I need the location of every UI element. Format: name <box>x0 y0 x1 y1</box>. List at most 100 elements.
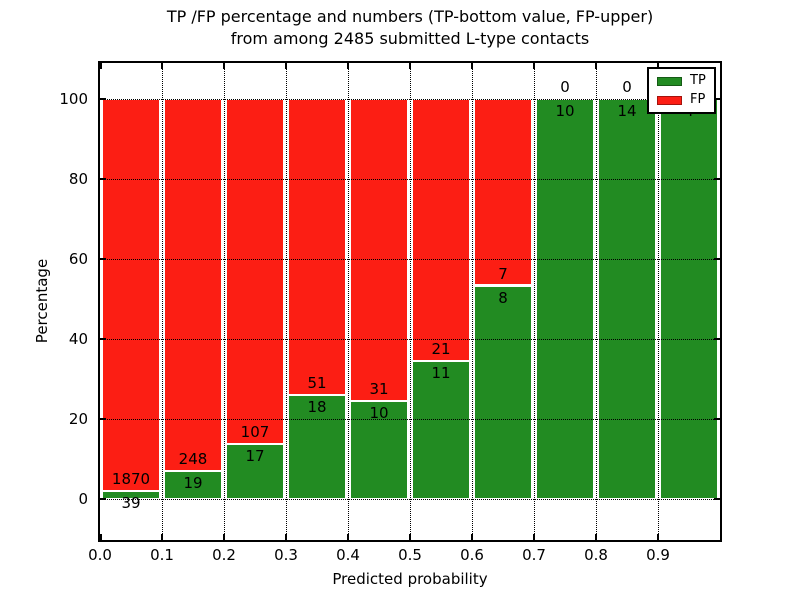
vertical-gridline <box>286 63 287 540</box>
x-tick-label: 0.5 <box>398 546 422 564</box>
tp-bar-segment <box>474 285 532 499</box>
x-tick-mark-bottom <box>285 534 287 540</box>
x-tick-mark-top <box>533 63 535 69</box>
x-tick-mark-bottom <box>223 534 225 540</box>
x-tick-label: 0.8 <box>584 546 608 564</box>
x-tick-mark-top <box>347 63 349 69</box>
x-tick-mark-top <box>409 63 411 69</box>
x-tick-mark-top <box>285 63 287 69</box>
fp-bar-segment <box>474 98 532 286</box>
x-tick-mark-bottom <box>657 534 659 540</box>
y-tick-mark-right <box>714 257 720 260</box>
tp-count-label: 39 <box>121 493 141 512</box>
y-tick-mark-left <box>100 257 106 260</box>
x-tick-mark-bottom <box>161 534 163 540</box>
vertical-gridline <box>224 63 225 540</box>
tp-count-label: 17 <box>245 447 265 466</box>
x-tick-label: 0.1 <box>150 546 174 564</box>
chart-title-line1: TP /FP percentage and numbers (TP-bottom… <box>166 7 654 26</box>
vertical-gridline <box>534 63 535 540</box>
fp-bar-segment <box>412 98 470 362</box>
vertical-gridline <box>596 63 597 540</box>
x-tick-mark-top <box>161 63 163 69</box>
chart-title-line2: from among 2485 submitted L-type contact… <box>230 29 590 48</box>
tp-count-label: 14 <box>617 101 637 120</box>
fp-count-label: 31 <box>369 380 389 399</box>
y-tick-mark-left <box>100 417 106 420</box>
fp-count-label: 0 <box>560 77 570 96</box>
x-tick-label: 0.2 <box>212 546 236 564</box>
fp-legend-swatch <box>657 95 682 105</box>
x-tick-mark-bottom <box>533 534 535 540</box>
y-tick-label: 80 <box>68 169 88 188</box>
tp-legend-swatch <box>657 76 682 86</box>
x-tick-mark-bottom <box>471 534 473 540</box>
tp-bar-segment <box>350 401 408 499</box>
tp-count-label: 19 <box>183 473 203 492</box>
y-tick-mark-left <box>100 97 106 100</box>
tp-count-label: 10 <box>555 101 575 120</box>
y-tick-mark-right <box>714 498 720 500</box>
y-tick-label: 100 <box>59 89 88 108</box>
legend: TP FP <box>647 67 716 114</box>
y-tick-mark-left <box>100 498 106 500</box>
x-tick-label: 0.0 <box>88 546 112 564</box>
fp-count-label: 7 <box>498 264 508 283</box>
legend-item-tp: TP <box>657 74 706 88</box>
vertical-gridline <box>348 63 349 540</box>
y-tick-mark-right <box>714 177 720 180</box>
fp-bar-segment <box>288 98 346 395</box>
fp-count-label: 248 <box>178 449 208 468</box>
x-tick-label: 0.3 <box>274 546 298 564</box>
tp-bar-segment <box>598 98 656 499</box>
x-tick-label: 0.4 <box>336 546 360 564</box>
y-tick-mark-left <box>100 337 106 340</box>
tp-bar-segment <box>226 444 284 499</box>
chart-title: TP /FP percentage and numbers (TP-bottom… <box>0 6 800 50</box>
fp-count-label: 51 <box>307 373 327 392</box>
x-tick-mark-bottom <box>347 534 349 540</box>
x-tick-mark-top <box>100 63 102 69</box>
x-tick-mark-top <box>471 63 473 69</box>
tp-count-label: 8 <box>498 288 508 307</box>
plot-area: 18703924819107175118311021117801001404 <box>98 61 722 542</box>
tp-count-label: 10 <box>369 404 389 423</box>
fp-count-label: 107 <box>240 423 270 442</box>
tp-bar-segment <box>660 98 718 499</box>
tp-legend-label: TP <box>690 73 706 88</box>
vertical-gridline <box>658 63 659 540</box>
fp-count-label: 0 <box>622 77 632 96</box>
x-axis-label: Predicted probability <box>332 570 488 588</box>
tp-count-label: 18 <box>307 397 327 416</box>
tp-bar-segment <box>412 361 470 499</box>
y-tick-mark-right <box>714 337 720 340</box>
fp-count-label: 1870 <box>111 469 151 488</box>
y-tick-label: 0 <box>78 490 88 508</box>
y-tick-label: 20 <box>68 409 88 428</box>
x-tick-mark-bottom <box>100 534 102 540</box>
fp-bar-segment <box>350 98 408 402</box>
y-tick-label: 40 <box>68 329 88 348</box>
tp-count-label: 11 <box>431 364 451 383</box>
vertical-gridline <box>472 63 473 540</box>
fp-bar-segment <box>102 98 160 491</box>
legend-item-fp: FP <box>657 93 706 107</box>
x-tick-label: 0.7 <box>522 546 546 564</box>
fp-bar-segment <box>164 98 222 471</box>
vertical-gridline <box>410 63 411 540</box>
y-tick-label: 60 <box>68 249 88 268</box>
fp-legend-label: FP <box>690 92 706 107</box>
x-tick-mark-top <box>595 63 597 69</box>
tp-bar-segment <box>102 490 160 499</box>
fp-bar-segment <box>226 98 284 445</box>
tp-bar-segment <box>164 470 222 499</box>
y-tick-mark-left <box>100 177 106 180</box>
vertical-gridline <box>162 63 163 540</box>
fp-count-label: 21 <box>431 340 451 359</box>
x-tick-mark-bottom <box>595 534 597 540</box>
x-tick-label: 0.6 <box>460 546 484 564</box>
x-tick-mark-top <box>223 63 225 69</box>
x-tick-label: 0.9 <box>646 546 670 564</box>
tp-bar-segment <box>288 394 346 499</box>
